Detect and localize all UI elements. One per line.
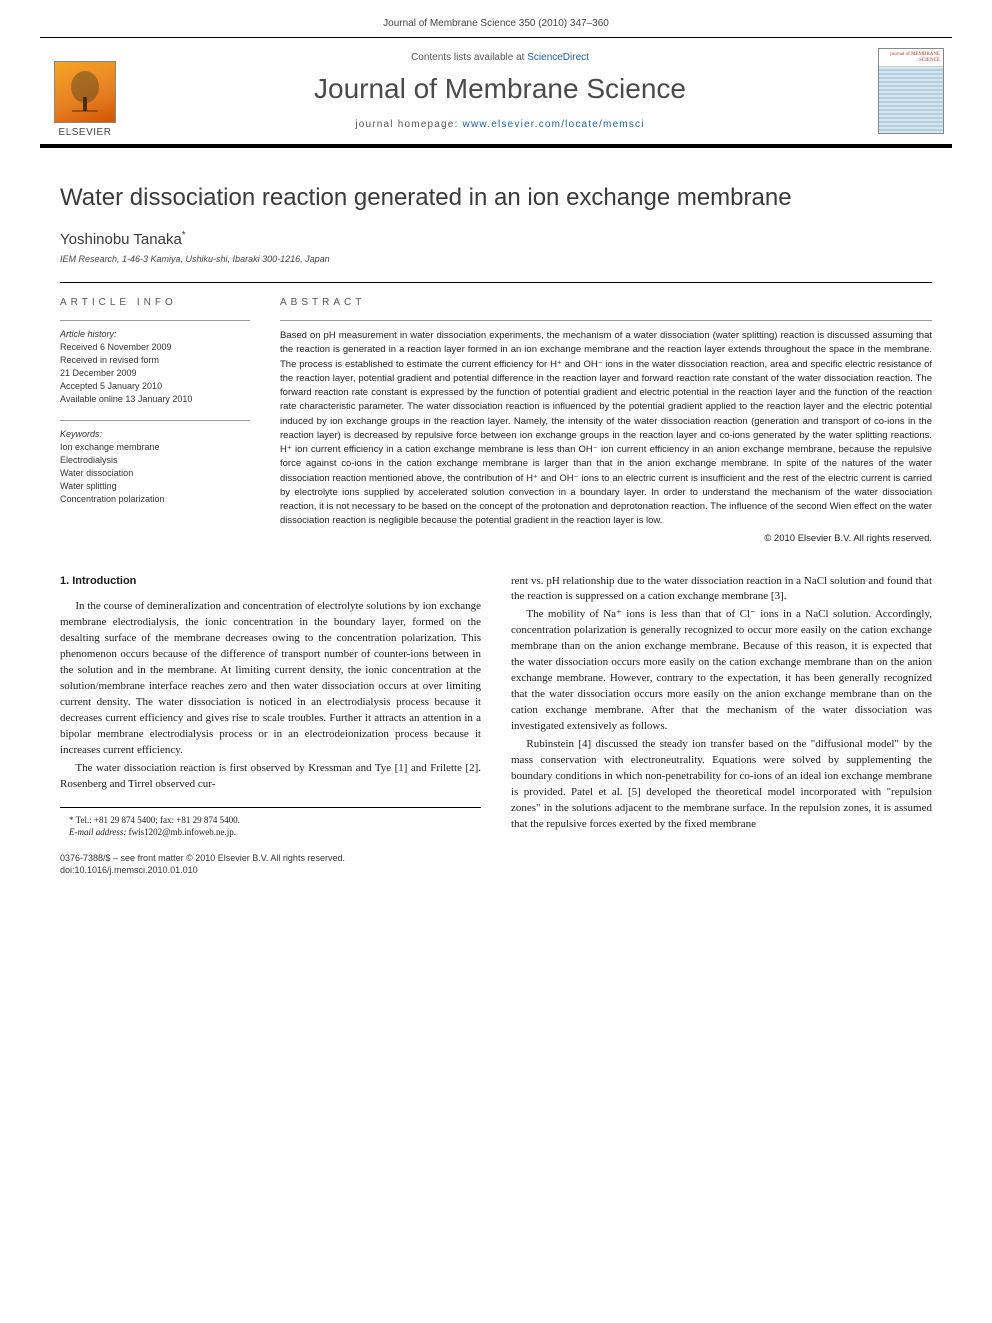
running-header: Journal of Membrane Science 350 (2010) 3… [0, 0, 992, 37]
homepage-prefix: journal homepage: [355, 119, 462, 130]
elsevier-tree-icon [54, 61, 116, 123]
history-line: Received 6 November 2009 [60, 341, 250, 354]
contents-available-line: Contents lists available at ScienceDirec… [140, 52, 860, 63]
cover-art [879, 67, 943, 133]
article-history-block: Article history: Received 6 November 200… [60, 320, 250, 406]
contents-prefix: Contents lists available at [411, 52, 527, 63]
cover-thumb-block: journal of MEMBRANE SCIENCE [870, 38, 952, 144]
keyword: Concentration polarization [60, 493, 250, 506]
front-matter-line: 0376-7388/$ – see front matter © 2010 El… [60, 853, 932, 863]
keyword: Water dissociation [60, 467, 250, 480]
author-name: Yoshinobu Tanaka* [60, 230, 932, 248]
email-label: E-mail address: [69, 827, 126, 837]
history-line: Available online 13 January 2010 [60, 393, 250, 406]
history-line: Accepted 5 January 2010 [60, 380, 250, 393]
keyword: Ion exchange membrane [60, 441, 250, 454]
abstract-text: Based on pH measurement in water dissoci… [280, 320, 932, 529]
journal-banner: ELSEVIER Contents lists available at Sci… [40, 37, 952, 148]
paragraph: Rubinstein [4] discussed the steady ion … [511, 737, 932, 833]
article-info-heading: article info [60, 297, 250, 308]
paragraph: The water dissociation reaction is first… [60, 761, 481, 793]
keyword: Water splitting [60, 480, 250, 493]
journal-cover-icon: journal of MEMBRANE SCIENCE [878, 48, 944, 134]
abstract-copyright: © 2010 Elsevier B.V. All rights reserved… [280, 533, 932, 544]
history-line: Received in revised form [60, 354, 250, 367]
corresponding-marker: * [182, 230, 186, 241]
doi-line: doi:10.1016/j.memsci.2010.01.010 [60, 865, 932, 875]
corresponding-footnote: * Tel.: +81 29 874 5400; fax: +81 29 874… [60, 814, 481, 827]
journal-title: Journal of Membrane Science [140, 73, 860, 105]
abstract-heading: abstract [280, 297, 932, 308]
homepage-link[interactable]: www.elsevier.com/locate/memsci [463, 119, 645, 130]
left-column: 1. Introduction In the course of deminer… [60, 574, 481, 839]
banner-center: Contents lists available at ScienceDirec… [130, 38, 870, 144]
article-title: Water dissociation reaction generated in… [60, 184, 932, 212]
publisher-block: ELSEVIER [40, 38, 130, 144]
history-line: 21 December 2009 [60, 367, 250, 380]
right-column: rent vs. pH relationship due to the wate… [511, 574, 932, 839]
publisher-name: ELSEVIER [59, 127, 112, 138]
keyword: Electrodialysis [60, 454, 250, 467]
info-abstract-row: article info Article history: Received 6… [60, 282, 932, 544]
paragraph: The mobility of Na⁺ ions is less than th… [511, 607, 932, 735]
footnotes: * Tel.: +81 29 874 5400; fax: +81 29 874… [60, 807, 481, 839]
cover-title: journal of MEMBRANE SCIENCE [879, 49, 943, 67]
paragraph: rent vs. pH relationship due to the wate… [511, 574, 932, 606]
history-label: Article history: [60, 329, 250, 339]
email-footnote: E-mail address: fwis1202@mb.infoweb.ne.j… [60, 826, 481, 839]
email-address: fwis1202@mb.infoweb.ne.jp. [129, 827, 236, 837]
page-footer: 0376-7388/$ – see front matter © 2010 El… [0, 839, 992, 875]
affiliation: IEM Research, 1-46-3 Kamiya, Ushiku-shi,… [60, 254, 932, 264]
abstract-column: abstract Based on pH measurement in wate… [280, 297, 932, 544]
body-columns: 1. Introduction In the course of deminer… [0, 574, 992, 839]
homepage-line: journal homepage: www.elsevier.com/locat… [140, 119, 860, 130]
section-heading: 1. Introduction [60, 574, 481, 590]
article-header: Water dissociation reaction generated in… [0, 148, 992, 544]
sciencedirect-link[interactable]: ScienceDirect [527, 52, 589, 63]
keywords-block: Keywords: Ion exchange membrane Electrod… [60, 420, 250, 506]
article-info-column: article info Article history: Received 6… [60, 297, 250, 544]
author-text: Yoshinobu Tanaka [60, 231, 182, 248]
keywords-label: Keywords: [60, 429, 250, 439]
paragraph: In the course of demineralization and co… [60, 599, 481, 758]
